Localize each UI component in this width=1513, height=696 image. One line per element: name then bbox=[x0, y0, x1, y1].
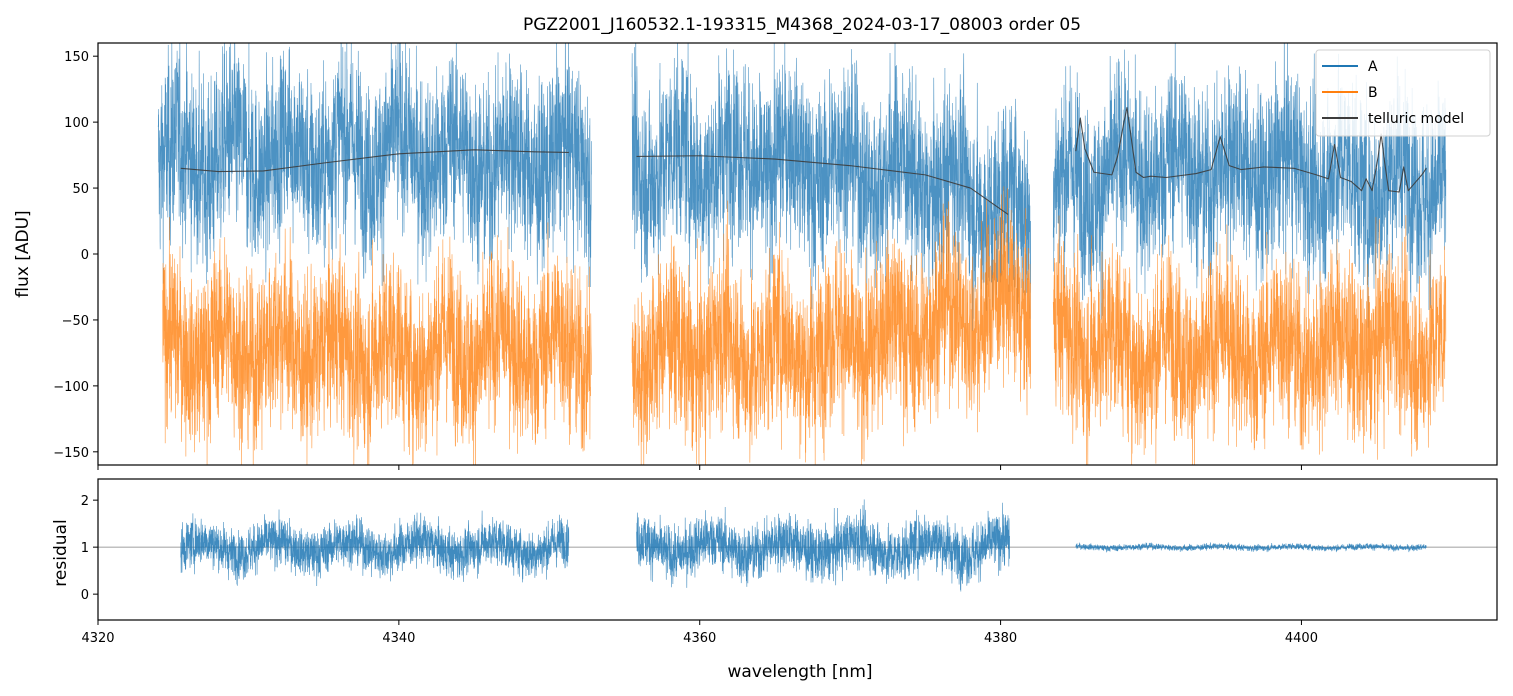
flux-y-tick-label: −150 bbox=[53, 446, 89, 461]
flux-y-tick-label: 150 bbox=[64, 50, 89, 65]
flux-y-tick-label: −100 bbox=[53, 380, 89, 395]
x-axis-label: wavelength [nm] bbox=[727, 662, 872, 682]
residual-y-tick-label: 1 bbox=[81, 541, 89, 556]
residual-axes-frame bbox=[97, 478, 1498, 621]
legend: A B telluric model bbox=[1315, 49, 1491, 137]
residual-y-tick-label: 2 bbox=[81, 494, 89, 509]
flux-x-axis bbox=[97, 465, 1302, 470]
residual-y-tick-label: 0 bbox=[81, 588, 89, 603]
residual-y-axis-label: residual bbox=[51, 519, 71, 586]
flux-y-axis-label: flux [ADU] bbox=[13, 210, 33, 297]
telluric-model-line bbox=[180, 149, 569, 173]
residual-x-tick-label: 4400 bbox=[1285, 631, 1318, 646]
flux-y-tick-label: 100 bbox=[64, 116, 89, 131]
legend-label-telluric: telluric model bbox=[1368, 111, 1464, 127]
series-b-line bbox=[162, 216, 592, 465]
residual-y-axis: 0 1 2 bbox=[81, 494, 98, 603]
residual-panel: 0 1 2 4320 4340 4360 4380 4400 residual wavele… bbox=[51, 478, 1498, 682]
residual-line bbox=[180, 509, 570, 587]
residual-line bbox=[1075, 541, 1427, 553]
legend-label-b: B bbox=[1368, 85, 1378, 101]
legend-box bbox=[1315, 49, 1491, 137]
flux-plot-area bbox=[157, 43, 1447, 465]
telluric-model-line bbox=[1075, 107, 1427, 193]
residual-x-tick-label: 4360 bbox=[683, 631, 716, 646]
residual-plot-area bbox=[98, 499, 1497, 592]
legend-label-a: A bbox=[1368, 59, 1378, 75]
telluric-model-line bbox=[636, 155, 1009, 215]
flux-y-axis: −150 −100 −50 0 50 100 150 bbox=[53, 50, 98, 461]
series-a-line bbox=[157, 43, 592, 288]
flux-y-tick-label: 0 bbox=[81, 248, 89, 263]
flux-y-tick-label: −50 bbox=[62, 314, 89, 329]
flux-panel: −150 −100 −50 0 50 100 150 flux [ADU] A B tell… bbox=[13, 42, 1498, 470]
series-b-line bbox=[1052, 215, 1447, 465]
residual-line bbox=[636, 499, 1010, 592]
series-a-line bbox=[1052, 43, 1447, 328]
residual-x-tick-label: 4340 bbox=[382, 631, 415, 646]
series-a-line bbox=[631, 43, 1031, 331]
residual-x-tick-label: 4380 bbox=[984, 631, 1017, 646]
flux-y-tick-label: 50 bbox=[72, 182, 89, 197]
series-b-line bbox=[631, 186, 1031, 465]
residual-x-axis: 4320 4340 4360 4380 4400 bbox=[81, 620, 1318, 646]
chart-title: PGZ2001_J160532.1-193315_M4368_2024-03-1… bbox=[523, 15, 1081, 35]
residual-x-tick-label: 4320 bbox=[81, 631, 114, 646]
